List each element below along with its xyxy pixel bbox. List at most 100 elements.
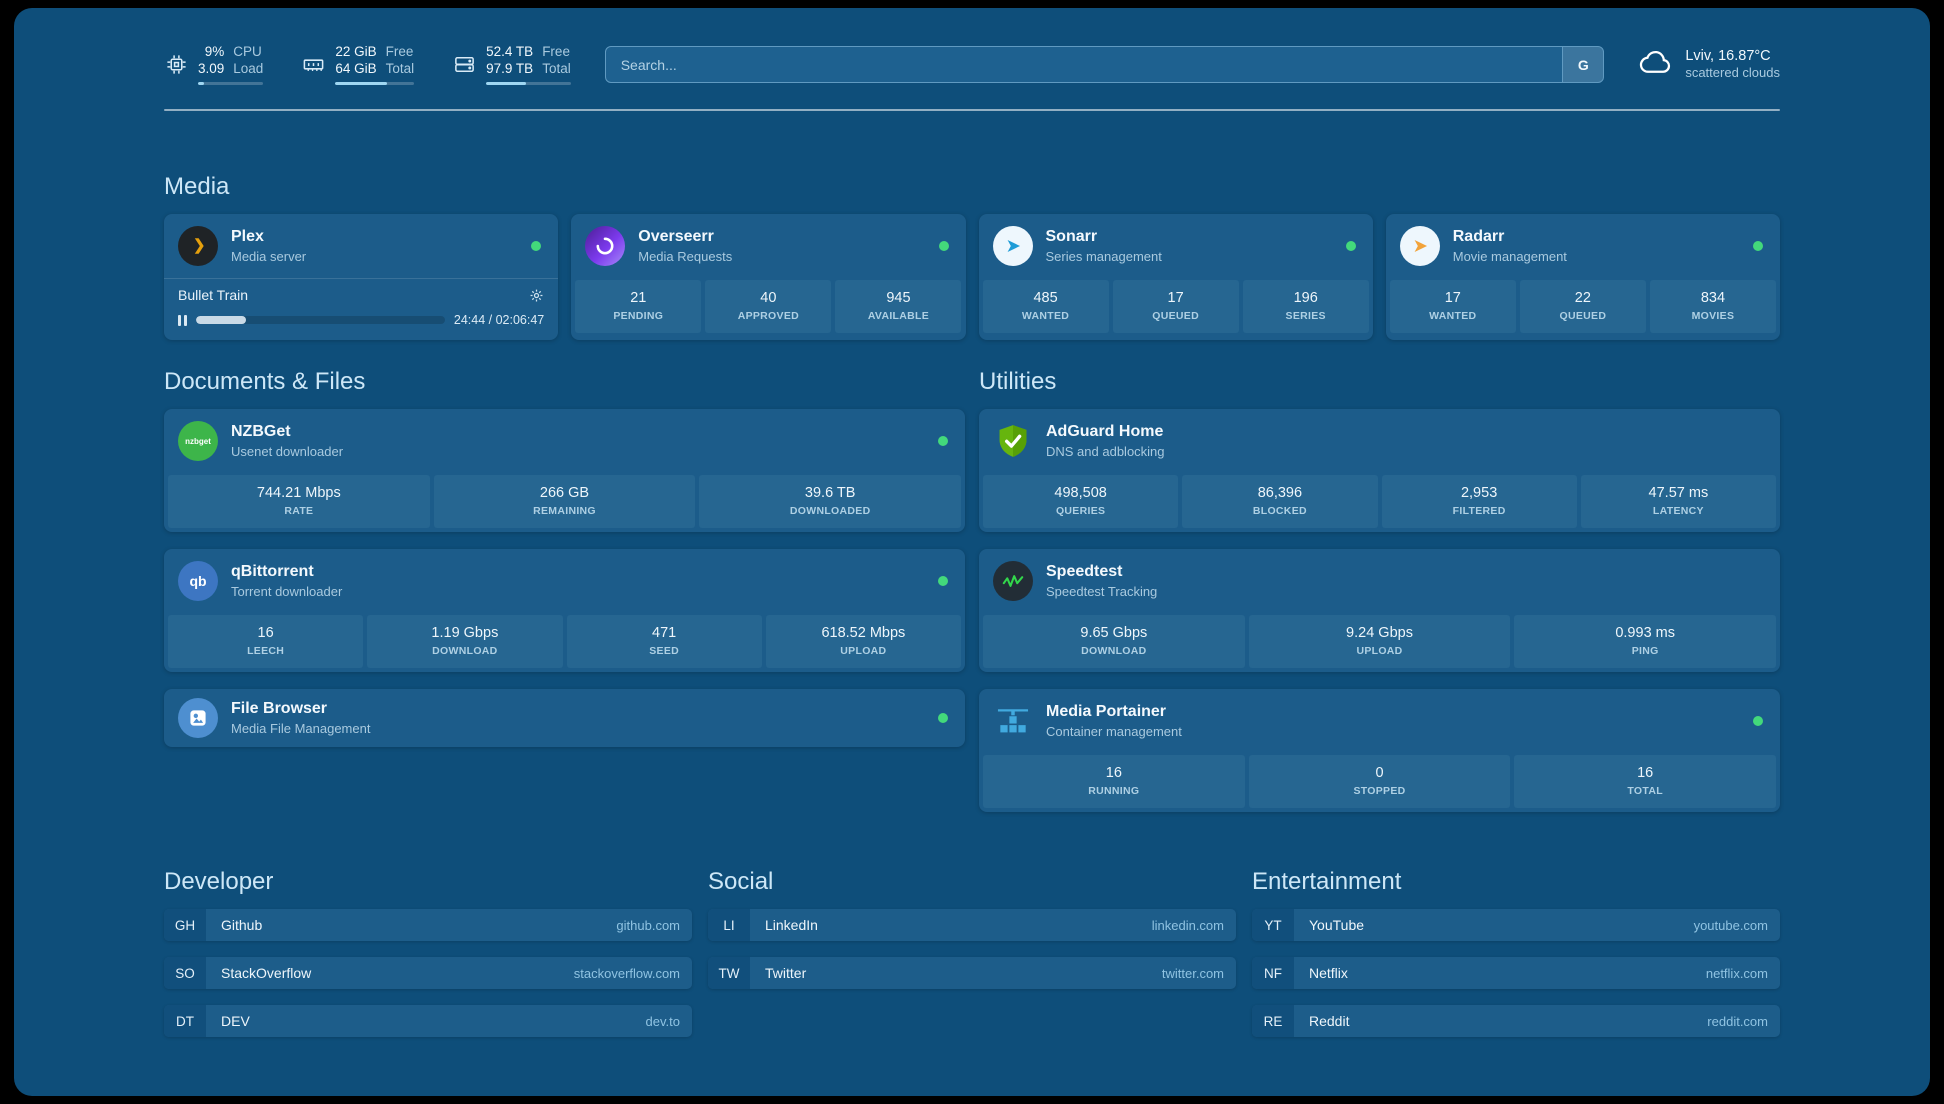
service-stats: 744.21 Mbps RATE 266 GB REMAINING 39.6 T… [164, 473, 965, 532]
stat-label: WANTED [1429, 310, 1477, 322]
playback-progressbar[interactable] [196, 316, 445, 324]
service-title: qBittorrent [231, 563, 314, 580]
service-card-plex[interactable]: Plex Media server Bullet Train [164, 214, 559, 340]
bookmark-netflix[interactable]: NF Netflix netflix.com [1252, 957, 1780, 989]
plex-icon [178, 226, 218, 266]
search-provider-button[interactable]: G [1562, 47, 1604, 82]
stat-value: 0.993 ms [1615, 625, 1675, 641]
service-stats: 485 WANTED 17 QUEUED 196 SERIES [979, 278, 1373, 337]
stat-value: 39.6 TB [804, 485, 856, 501]
stat-value: 618.52 Mbps [821, 625, 906, 641]
stat-label: BLOCKED [1252, 505, 1307, 517]
bookmark-group-title: Developer [164, 868, 274, 895]
speedtest-icon [993, 561, 1033, 601]
stat-tile: 47.57 ms LATENCY [1580, 475, 1776, 528]
bookmark-abbr: RE [1252, 1005, 1294, 1037]
stat-tile: 16 LEECH [168, 615, 364, 668]
disk-free-label: Free [542, 44, 570, 60]
stat-label: QUEUED [1559, 310, 1607, 322]
resource-widgets: 9% 3.09 CPU Load [164, 44, 571, 85]
stat-value: 471 [652, 625, 677, 641]
service-card-filebrowser[interactable]: File Browser Media File Management [164, 689, 965, 747]
stat-value: 498,508 [1054, 485, 1107, 501]
bookmark-abbr: GH [164, 909, 206, 941]
adguard-header: AdGuard Home DNS and adblocking [979, 409, 1780, 473]
service-card-radarr[interactable]: Radarr Movie management 17 WANTED 22 QUE… [1385, 214, 1780, 340]
bookmark-dev[interactable]: DT DEV dev.to [164, 1005, 692, 1037]
bookmark-linkedin[interactable]: LI LinkedIn linkedin.com [708, 909, 1236, 941]
service-title: AdGuard Home [1046, 423, 1164, 440]
stat-tile: 22 QUEUED [1519, 280, 1646, 333]
service-card-adguard[interactable]: AdGuard Home DNS and adblocking 498,508 … [979, 409, 1780, 532]
stat-tile: 9.65 Gbps DOWNLOAD [983, 615, 1245, 668]
cpu-load-value: 3.09 [198, 61, 225, 76]
status-dot [938, 713, 948, 723]
stat-tile: 2,953 FILTERED [1381, 475, 1577, 528]
stat-label: RUNNING [1088, 785, 1140, 797]
service-title: Speedtest [1046, 563, 1123, 580]
stat-label: SERIES [1285, 310, 1326, 322]
service-stats: 9.65 Gbps DOWNLOAD 9.24 Gbps UPLOAD 0.99… [979, 613, 1780, 672]
status-dot [531, 241, 542, 251]
memory-total-label: Total [385, 61, 415, 76]
nzbget-header: nzbget NZBGet Usenet downloader [164, 409, 965, 473]
cpu-widget-body: 9% 3.09 CPU Load [198, 44, 264, 85]
search-input[interactable] [605, 47, 1563, 82]
service-subtitle: Usenet downloader [231, 444, 344, 459]
speedtest-header: Speedtest Speedtest Tracking [979, 549, 1780, 613]
now-playing-row: Bullet Train [164, 278, 559, 306]
bookmark-group-social: Social LI LinkedIn linkedin.com TW Twitt… [708, 868, 1236, 1037]
memory-progressbar [335, 81, 415, 85]
service-card-qbittorrent[interactable]: qb qBittorrent Torrent downloader 16 LEE… [164, 549, 965, 672]
stat-tile: 40 APPROVED [705, 280, 832, 333]
service-stats: 21 PENDING 40 APPROVED 945 AVAILABLE [571, 278, 965, 337]
service-card-overseerr[interactable]: Overseerr Media Requests 21 PENDING 40 A… [571, 214, 966, 340]
bookmark-domain: stackoverflow.com [573, 965, 680, 981]
bookmark-youtube[interactable]: YT YouTube youtube.com [1252, 909, 1780, 941]
radarr-icon [1399, 226, 1440, 266]
stat-value: 9.24 Gbps [1346, 625, 1413, 641]
pause-icon[interactable] [178, 314, 187, 326]
bookmark-name: YouTube [1309, 917, 1365, 933]
memory-widget-body: 22 GiB 64 GiB Free Total [335, 44, 415, 85]
bookmark-stackoverflow[interactable]: SO StackOverflow stackoverflow.com [164, 957, 692, 989]
bookmark-reddit[interactable]: RE Reddit reddit.com [1252, 1005, 1780, 1037]
status-dot [1753, 241, 1763, 251]
gear-icon[interactable] [528, 287, 544, 303]
disk-widget: 52.4 TB 97.9 TB Free Total [452, 44, 571, 85]
bookmark-github[interactable]: GH Github github.com [164, 909, 692, 941]
memory-free-value: 22 GiB [335, 44, 377, 60]
service-card-speedtest[interactable]: Speedtest Speedtest Tracking 9.65 Gbps D… [979, 549, 1780, 672]
service-card-nzbget[interactable]: nzbget NZBGet Usenet downloader 744.21 M… [164, 409, 965, 532]
stat-label: STOPPED [1353, 785, 1406, 797]
cpu-load-label: Load [233, 61, 264, 76]
stat-tile: 0.993 ms PING [1514, 615, 1777, 668]
stat-label: REMAINING [533, 505, 596, 517]
qbittorrent-header: qb qBittorrent Torrent downloader [164, 549, 965, 613]
bookmark-twitter[interactable]: TW Twitter twitter.com [708, 957, 1236, 989]
status-dot [938, 576, 948, 586]
bookmark-domain: github.com [616, 917, 680, 933]
filebrowser-icon [178, 698, 218, 738]
stat-label: PENDING [613, 310, 664, 322]
service-subtitle: Container management [1046, 724, 1182, 739]
service-title: Plex [231, 228, 264, 245]
section-title-media: Media [164, 173, 230, 200]
bookmark-name: Github [221, 917, 263, 933]
disk-icon [452, 53, 476, 77]
service-card-portainer[interactable]: Media Portainer Container management 16 … [979, 689, 1780, 812]
service-stats: 16 RUNNING 0 STOPPED 16 TOTAL [979, 753, 1780, 812]
stat-tile: 17 WANTED [1389, 280, 1516, 333]
bookmark-name: LinkedIn [765, 917, 818, 933]
memory-widget: 22 GiB 64 GiB Free Total [301, 44, 415, 85]
stat-label: WANTED [1021, 310, 1070, 322]
service-card-sonarr[interactable]: Sonarr Series management 485 WANTED 17 Q… [978, 214, 1373, 340]
radarr-header: Radarr Movie management [1386, 214, 1780, 278]
cpu-progressbar [198, 81, 264, 85]
service-title: NZBGet [231, 423, 291, 440]
stat-tile: 9.24 Gbps UPLOAD [1248, 615, 1511, 668]
stat-label: MOVIES [1691, 310, 1735, 322]
stat-value: 22 [1574, 290, 1591, 306]
sonarr-header: Sonarr Series management [979, 214, 1373, 278]
stat-value: 16 [1637, 765, 1654, 781]
